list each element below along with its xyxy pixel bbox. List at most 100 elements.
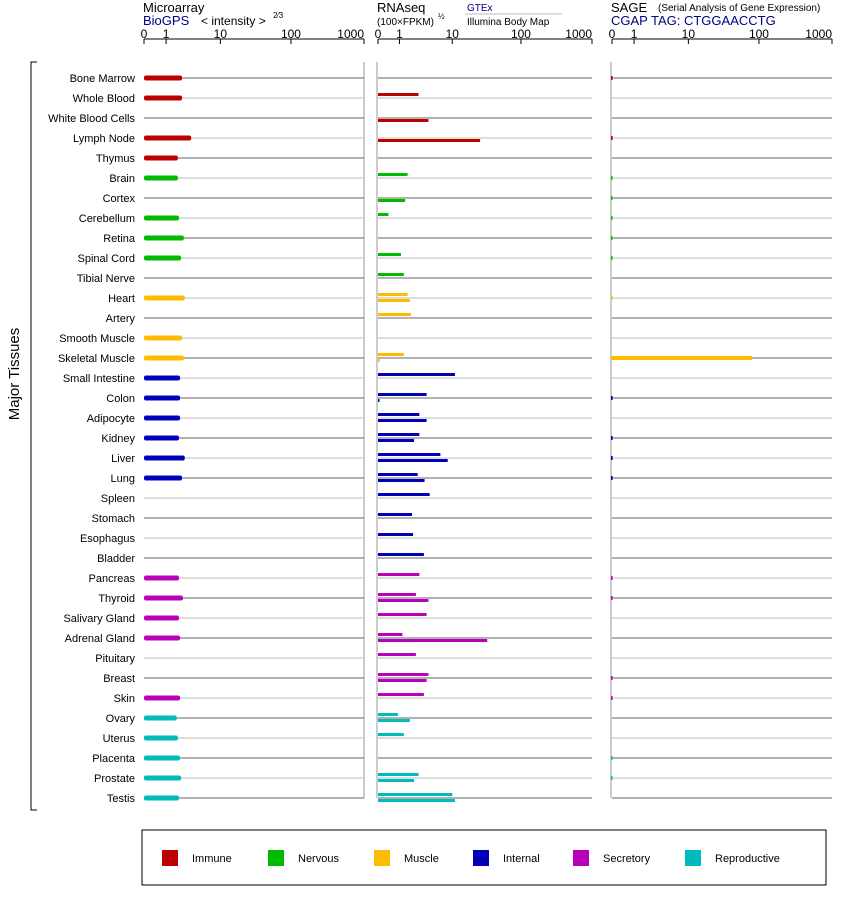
tissue-label: Bone Marrow <box>70 73 135 85</box>
rnaseq-ibm-bar <box>378 199 406 202</box>
microarray-bar <box>144 135 192 141</box>
microarray-bar <box>144 755 181 761</box>
rnaseq-gtex-bar <box>378 553 424 556</box>
tissue-label: Adipocyte <box>87 413 135 425</box>
rnaseq-gtex-bar <box>378 773 419 776</box>
rnaseq-gtex-bar <box>378 293 408 296</box>
microarray-bar <box>144 435 179 441</box>
microarray-bar <box>144 615 179 621</box>
microarray-bar <box>144 415 181 421</box>
tissue-label: Smooth Muscle <box>59 333 135 345</box>
microarray-bar <box>144 455 185 461</box>
sage-subtitle: (Serial Analysis of Gene Expression) <box>658 3 820 14</box>
legend-label: Secretory <box>603 853 651 865</box>
rnaseq-ibm-bar <box>378 399 380 402</box>
sage-bar <box>611 216 613 220</box>
tissue-label: Thymus <box>96 153 136 165</box>
tissue-label: White Blood Cells <box>48 113 135 125</box>
rnaseq-gtex-bar <box>378 493 430 496</box>
sage-tick-label: 0 <box>609 27 616 41</box>
rnaseq-gtex-bar <box>378 593 416 596</box>
microarray-tick-label: 100 <box>281 27 301 41</box>
y-group-label: Major Tissues <box>6 328 23 421</box>
rnaseq-gtex-bar <box>378 93 419 96</box>
microarray-tick-label: 10 <box>214 27 228 41</box>
rnaseq-gtex-bar <box>378 733 404 736</box>
microarray-bar <box>144 295 185 301</box>
rnaseq-ibm-bar <box>378 799 455 802</box>
y-group-bracket <box>30 61 37 811</box>
tissue-label: Artery <box>106 313 136 325</box>
rnaseq-ibm-bar <box>378 779 415 782</box>
microarray-tick-label: 1 <box>163 27 170 41</box>
microarray-bar <box>144 355 184 361</box>
sage-tick-label: 1000 <box>805 27 832 41</box>
sage-bar <box>611 76 613 80</box>
microarray-bar <box>144 715 177 721</box>
sage-bar <box>611 696 613 700</box>
tissue-label: Esophagus <box>80 533 136 545</box>
sage-bar <box>611 236 613 240</box>
microarray-bar <box>144 475 183 481</box>
tissue-label: Small Intestine <box>63 373 135 385</box>
sage-bar <box>611 296 613 300</box>
rnaseq-tick-label: 0 <box>375 27 382 41</box>
rnaseq-ibm-bar <box>378 719 410 722</box>
rnaseq-tick-label: 1 <box>396 27 403 41</box>
legend-label: Immune <box>192 853 232 865</box>
tissue-label: Pancreas <box>89 573 136 585</box>
microarray-bar <box>144 335 183 341</box>
tissue-label: Skeletal Muscle <box>58 353 135 365</box>
tissue-label: Placenta <box>92 753 136 765</box>
rnaseq-gtex-bar <box>378 513 413 516</box>
microarray-bar <box>144 775 182 781</box>
rnaseq-gtex-bar <box>378 413 420 416</box>
rnaseq-gtex-bar <box>378 573 420 576</box>
sage-bar <box>611 596 613 600</box>
rnaseq-gtex-bar <box>378 653 416 656</box>
tissue-label: Cortex <box>103 193 136 205</box>
tissue-label: Ovary <box>106 713 136 725</box>
rnaseq-gtex-bar <box>378 353 404 356</box>
microarray-title: Microarray <box>143 0 205 15</box>
rnaseq-tick-label: 100 <box>511 27 531 41</box>
microarray-bar <box>144 235 184 241</box>
microarray-metric-exponent: 2⁄3 <box>273 11 284 20</box>
rnaseq-gtex-bar <box>378 793 453 796</box>
tissue-label: Breast <box>103 673 135 685</box>
sage-bar <box>611 456 613 460</box>
rnaseq-gtex-bar <box>378 173 408 176</box>
rnaseq-source-ibm: Illumina Body Map <box>467 17 550 28</box>
legend-label: Muscle <box>404 853 439 865</box>
legend-swatch <box>473 850 489 866</box>
microarray-source: BioGPS <box>143 13 190 28</box>
rnaseq-gtex-bar <box>378 313 411 316</box>
sage-bar <box>611 136 613 140</box>
tissue-label: Heart <box>108 293 135 305</box>
sage-tag: CGAP TAG: CTGGAACCTG <box>611 13 776 28</box>
tissue-label: Testis <box>107 793 136 805</box>
rnaseq-title: RNAseq <box>377 0 425 15</box>
sage-bar <box>611 176 613 180</box>
tissue-label: Pituitary <box>95 653 135 665</box>
microarray-bar <box>144 635 181 641</box>
microarray-bar <box>144 395 181 401</box>
rnaseq-gtex-bar <box>378 213 389 216</box>
microarray-bar <box>144 575 179 581</box>
rnaseq-gtex-bar <box>378 693 424 696</box>
microarray-bar <box>144 175 178 181</box>
legend-label: Nervous <box>298 853 339 865</box>
tissue-label: Prostate <box>94 773 135 785</box>
tissue-label: Bladder <box>97 553 135 565</box>
sage-bar <box>611 476 613 480</box>
tissue-label: Lymph Node <box>73 133 135 145</box>
microarray-bar <box>144 595 183 601</box>
sage-bar <box>611 436 613 440</box>
sage-bar <box>611 396 613 400</box>
tissue-label: Salivary Gland <box>63 613 135 625</box>
rnaseq-gtex-bar <box>378 713 398 716</box>
microarray-metric: < intensity > <box>201 14 266 28</box>
sage-bar <box>611 356 752 360</box>
tissue-label: Uterus <box>103 733 136 745</box>
